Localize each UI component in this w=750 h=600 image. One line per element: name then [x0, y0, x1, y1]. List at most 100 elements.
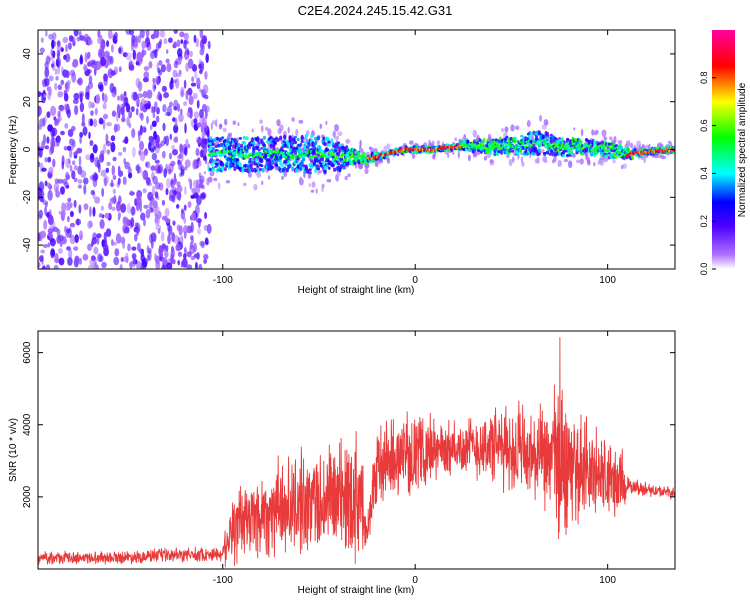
heatmap-signal-cell	[372, 159, 376, 164]
snr-series-line	[38, 337, 675, 568]
heatmap-halo-cell	[452, 151, 455, 155]
heatmap-halo-cell	[576, 159, 580, 164]
heatmap-signal-cell	[342, 166, 346, 170]
heatmap-signal-cell	[328, 153, 333, 159]
heatmap-noise-cell	[39, 255, 44, 262]
heatmap-noise-cell	[48, 225, 54, 231]
heatmap-noise-cell	[141, 49, 145, 58]
heatmap-noise-cell	[132, 256, 136, 268]
heatmap-noise-cell	[195, 148, 200, 157]
heatmap-signal-cell	[291, 166, 295, 172]
heatmap-signal-cell	[545, 138, 550, 142]
heatmap-halo-cell	[613, 136, 617, 144]
heatmap-noise-cell	[136, 227, 140, 236]
heatmap-signal-cell	[256, 166, 260, 169]
heatmap-noise-cell	[69, 210, 74, 218]
colorbar-tick-label: 0.6	[699, 119, 709, 132]
heatmap-signal-cell	[369, 159, 373, 164]
heatmap-noise-cell	[42, 264, 46, 269]
heatmap-halo-cell	[386, 143, 391, 150]
heatmap-noise-cell	[92, 232, 97, 240]
y-tick-label: -40	[22, 237, 33, 252]
heatmap-noise-cell	[180, 108, 183, 115]
heatmap-noise-cell	[173, 41, 177, 48]
heatmap-noise-cell	[120, 236, 126, 244]
heatmap-noise-cell	[103, 73, 108, 82]
spectrogram-x-ticks: -100 0 100	[213, 30, 616, 286]
heatmap-noise-cell	[198, 160, 202, 167]
heatmap-noise-cell	[72, 98, 79, 105]
heatmap-signal-cell	[485, 150, 489, 155]
heatmap-signal-cell	[560, 137, 564, 141]
heatmap-noise-cell	[194, 70, 198, 79]
heatmap-halo-cell	[326, 179, 332, 183]
heatmap-noise-cell	[159, 38, 163, 45]
heatmap-signal-cell	[557, 150, 562, 156]
heatmap-noise-cell	[78, 30, 82, 37]
x-tick-label: 100	[599, 275, 616, 286]
heatmap-peak-cell	[526, 142, 531, 146]
heatmap-noise-cell	[193, 34, 197, 43]
heatmap-noise-cell	[152, 175, 158, 185]
heatmap-noise-cell	[103, 177, 108, 187]
heatmap-halo-cell	[267, 128, 272, 137]
heatmap-peak-cell	[479, 147, 484, 151]
colorbar-tick-label: 0.8	[699, 72, 709, 85]
heatmap-noise-cell	[65, 70, 70, 79]
heatmap-signal-cell	[226, 136, 230, 143]
heatmap-noise-cell	[67, 42, 72, 50]
heatmap-noise-cell	[151, 152, 158, 161]
heatmap-noise-cell	[105, 228, 112, 238]
heatmap-noise-cell	[53, 116, 56, 121]
heatmap-noise-cell	[57, 91, 64, 98]
heatmap-signal-cell	[229, 141, 233, 145]
heatmap-halo-cell	[315, 188, 318, 194]
heatmap-noise-cell	[186, 251, 192, 258]
heatmap-signal-cell	[489, 151, 493, 155]
heatmap-halo-cell	[543, 159, 548, 163]
heatmap-noise-cell	[98, 48, 103, 59]
heatmap-signal-cell	[462, 147, 466, 151]
heatmap-noise-cell	[181, 258, 188, 268]
heatmap-noise-cell	[131, 253, 137, 260]
heatmap-halo-cell	[310, 189, 315, 193]
heatmap-noise-cell	[44, 67, 50, 78]
heatmap-noise-cell	[186, 111, 190, 117]
heatmap-signal-cell	[257, 148, 261, 152]
heatmap-peak-cell	[544, 145, 548, 149]
heatmap-signal-cell	[300, 134, 304, 140]
heatmap-noise-cell	[104, 212, 110, 219]
heatmap-halo-cell	[276, 119, 281, 127]
heatmap-noise-cell	[165, 111, 171, 117]
heatmap-noise-cell	[159, 30, 165, 38]
heatmap-signal-cell	[214, 144, 218, 148]
heatmap-noise-cell	[180, 86, 185, 95]
heatmap-halo-cell	[368, 146, 372, 150]
colorbar-tick-label: 0.4	[699, 167, 709, 180]
heatmap-noise-cell	[112, 156, 117, 162]
x-tick-label: -100	[213, 575, 233, 586]
heatmap-noise-cell	[65, 158, 71, 169]
heatmap-noise-cell	[54, 137, 59, 143]
heatmap-noise-cell	[73, 92, 80, 101]
heatmap-noise-cell	[192, 63, 197, 71]
heatmap-noise-cell	[135, 52, 142, 63]
heatmap-signal-cell	[293, 135, 298, 139]
heatmap-noise-cell	[38, 91, 42, 97]
heatmap-signal-cell	[342, 146, 346, 150]
heatmap-signal-cell	[245, 151, 249, 154]
heatmap-halo-cell	[621, 164, 624, 170]
heatmap-noise-cell	[152, 185, 156, 197]
heatmap-noise-cell	[148, 233, 154, 244]
heatmap-peak-cell	[207, 153, 212, 157]
heatmap-halo-cell	[557, 160, 562, 167]
heatmap-noise-cell	[177, 103, 180, 112]
heatmap-noise-cell	[95, 93, 101, 105]
heatmap-noise-cell	[93, 118, 98, 128]
heatmap-noise-cell	[44, 77, 50, 87]
heatmap-signal-cell	[308, 168, 312, 172]
heatmap-halo-cell	[345, 138, 351, 144]
heatmap-noise-cell	[63, 93, 69, 102]
heatmap-noise-cell	[202, 36, 207, 45]
heatmap-signal-cell	[262, 135, 267, 140]
